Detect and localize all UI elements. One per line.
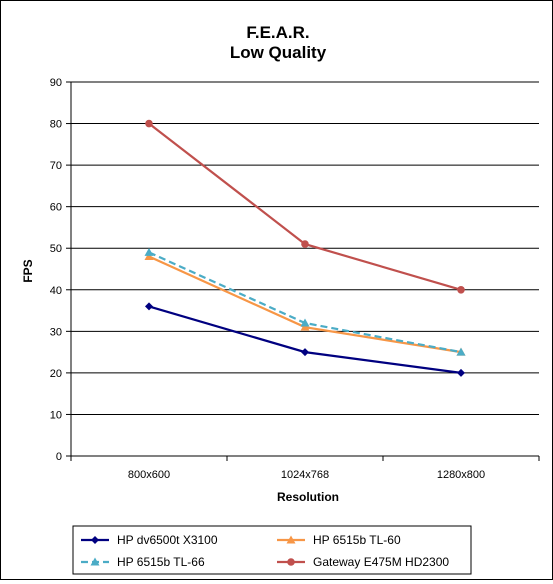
y-tick-label: 30 xyxy=(50,326,62,338)
legend-entry: HP dv6500t X3100 xyxy=(117,533,218,547)
y-tick-label: 50 xyxy=(50,243,62,255)
chart-subtitle: Low Quality xyxy=(230,43,327,62)
y-tick-label: 20 xyxy=(50,368,62,380)
x-tick-label: 1024x768 xyxy=(281,469,329,481)
data-point xyxy=(457,368,465,377)
chart-title: F.E.A.R. xyxy=(246,23,309,42)
data-point xyxy=(300,322,310,331)
legend-entry: Gateway E475M HD2300 xyxy=(313,555,449,569)
legend-marker xyxy=(91,536,99,544)
legend-marker xyxy=(90,557,100,566)
y-tick-label: 70 xyxy=(50,160,62,172)
legend-box xyxy=(72,525,472,575)
data-point xyxy=(144,247,154,256)
series-line xyxy=(148,251,462,354)
y-tick-label: 0 xyxy=(56,451,62,463)
y-tick-label: 90 xyxy=(50,77,62,89)
legend-marker xyxy=(287,558,295,566)
data-point xyxy=(456,347,466,356)
legend-entry: HP 6515b TL-60 xyxy=(313,533,401,547)
data-point xyxy=(301,240,309,248)
data-point xyxy=(301,348,309,357)
x-tick-label: 800x600 xyxy=(128,469,170,481)
data-point xyxy=(145,302,153,311)
x-axis-title: Resolution xyxy=(277,490,339,504)
y-tick-label: 80 xyxy=(50,119,62,131)
y-tick-label: 10 xyxy=(50,409,62,421)
series-line xyxy=(148,305,462,374)
legend-marker xyxy=(286,535,296,544)
series-line xyxy=(148,255,462,354)
legend-entry: HP 6515b TL-66 xyxy=(117,555,205,569)
data-point xyxy=(457,285,465,294)
y-tick-label: 60 xyxy=(50,202,62,214)
data-point xyxy=(145,119,153,128)
x-tick-label: 1280x800 xyxy=(437,469,485,481)
data-point xyxy=(144,252,154,261)
y-axis-title: FPS xyxy=(21,259,35,282)
data-point xyxy=(300,318,310,327)
y-tick-label: 40 xyxy=(50,285,62,297)
